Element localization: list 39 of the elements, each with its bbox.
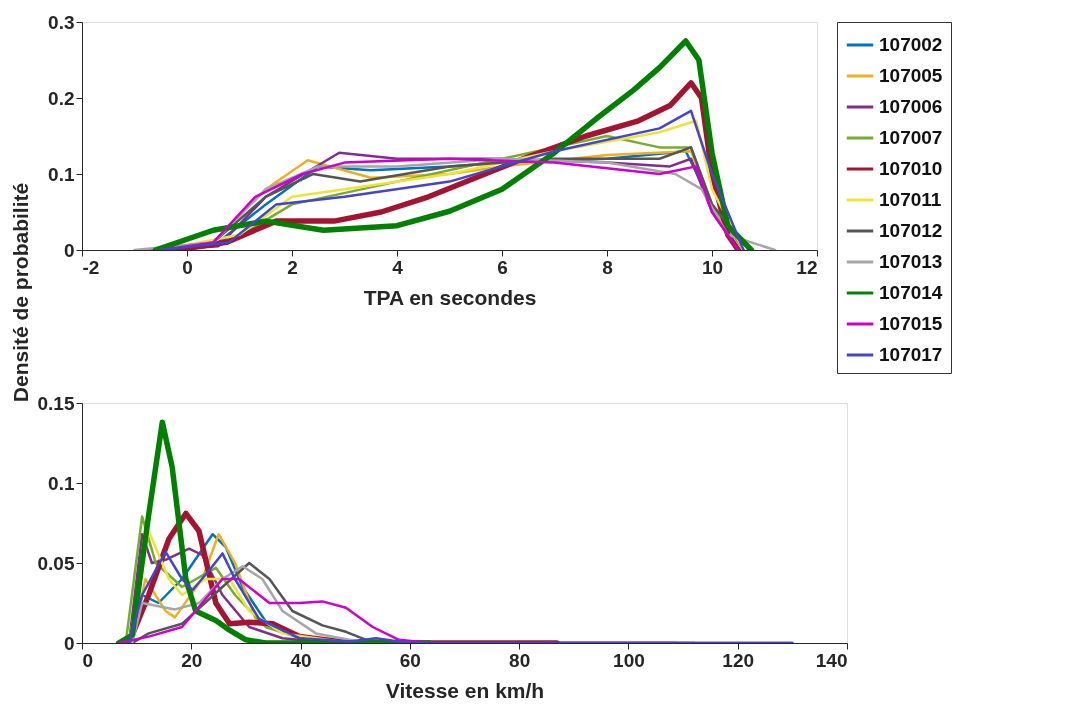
legend-label: 107017 xyxy=(879,344,943,365)
x-tick-label: 140 xyxy=(815,649,848,671)
x-tick-label: 100 xyxy=(613,649,645,671)
x-tick-label: 4 xyxy=(392,256,404,278)
y-tick-label: 0.15 xyxy=(37,392,75,414)
x-axis-title: Vitesse en km/h xyxy=(385,678,545,702)
x-tick-label: 8 xyxy=(602,256,613,278)
legend-label: 107006 xyxy=(879,96,943,117)
x-tick-label: 6 xyxy=(497,256,508,278)
x-tick-label: 60 xyxy=(399,649,421,671)
x-tick-label: 2 xyxy=(287,256,298,278)
y-tick-label: 0 xyxy=(63,632,75,654)
y-tick-label: 0.2 xyxy=(48,87,75,109)
x-tick-label: 80 xyxy=(509,649,531,671)
y-tick-label: 0 xyxy=(63,239,75,261)
legend-label: 107011 xyxy=(879,189,942,210)
y-tick-label: 0.1 xyxy=(48,163,75,185)
legend-label: 107014 xyxy=(879,282,943,303)
y-tick-label: 0.05 xyxy=(37,552,75,574)
x-tick-label: 20 xyxy=(181,649,203,671)
legend-label: 107005 xyxy=(879,65,943,86)
x-tick-label: 0 xyxy=(82,649,94,671)
legend-label: 107007 xyxy=(879,127,943,148)
legend-label: 107012 xyxy=(879,220,943,241)
legend-label: 107010 xyxy=(879,158,943,179)
y-axis-title: Densité de probabilité xyxy=(9,182,33,403)
x-tick-label: 40 xyxy=(290,649,312,671)
x-tick-label: 120 xyxy=(722,649,755,671)
line-series xyxy=(127,550,794,643)
x-tick-label: -2 xyxy=(82,256,100,278)
x-axis-title: TPA en secondes xyxy=(363,285,537,309)
x-tick-label: 10 xyxy=(701,256,724,278)
legend-label: 107013 xyxy=(879,251,943,272)
x-tick-label: 0 xyxy=(182,256,193,278)
legend-label: 107015 xyxy=(879,313,943,334)
x-tick-label: 12 xyxy=(796,256,818,278)
y-tick-label: 0.1 xyxy=(48,472,75,494)
y-tick-label: 0.3 xyxy=(48,11,75,33)
legend-label: 107002 xyxy=(879,34,943,55)
